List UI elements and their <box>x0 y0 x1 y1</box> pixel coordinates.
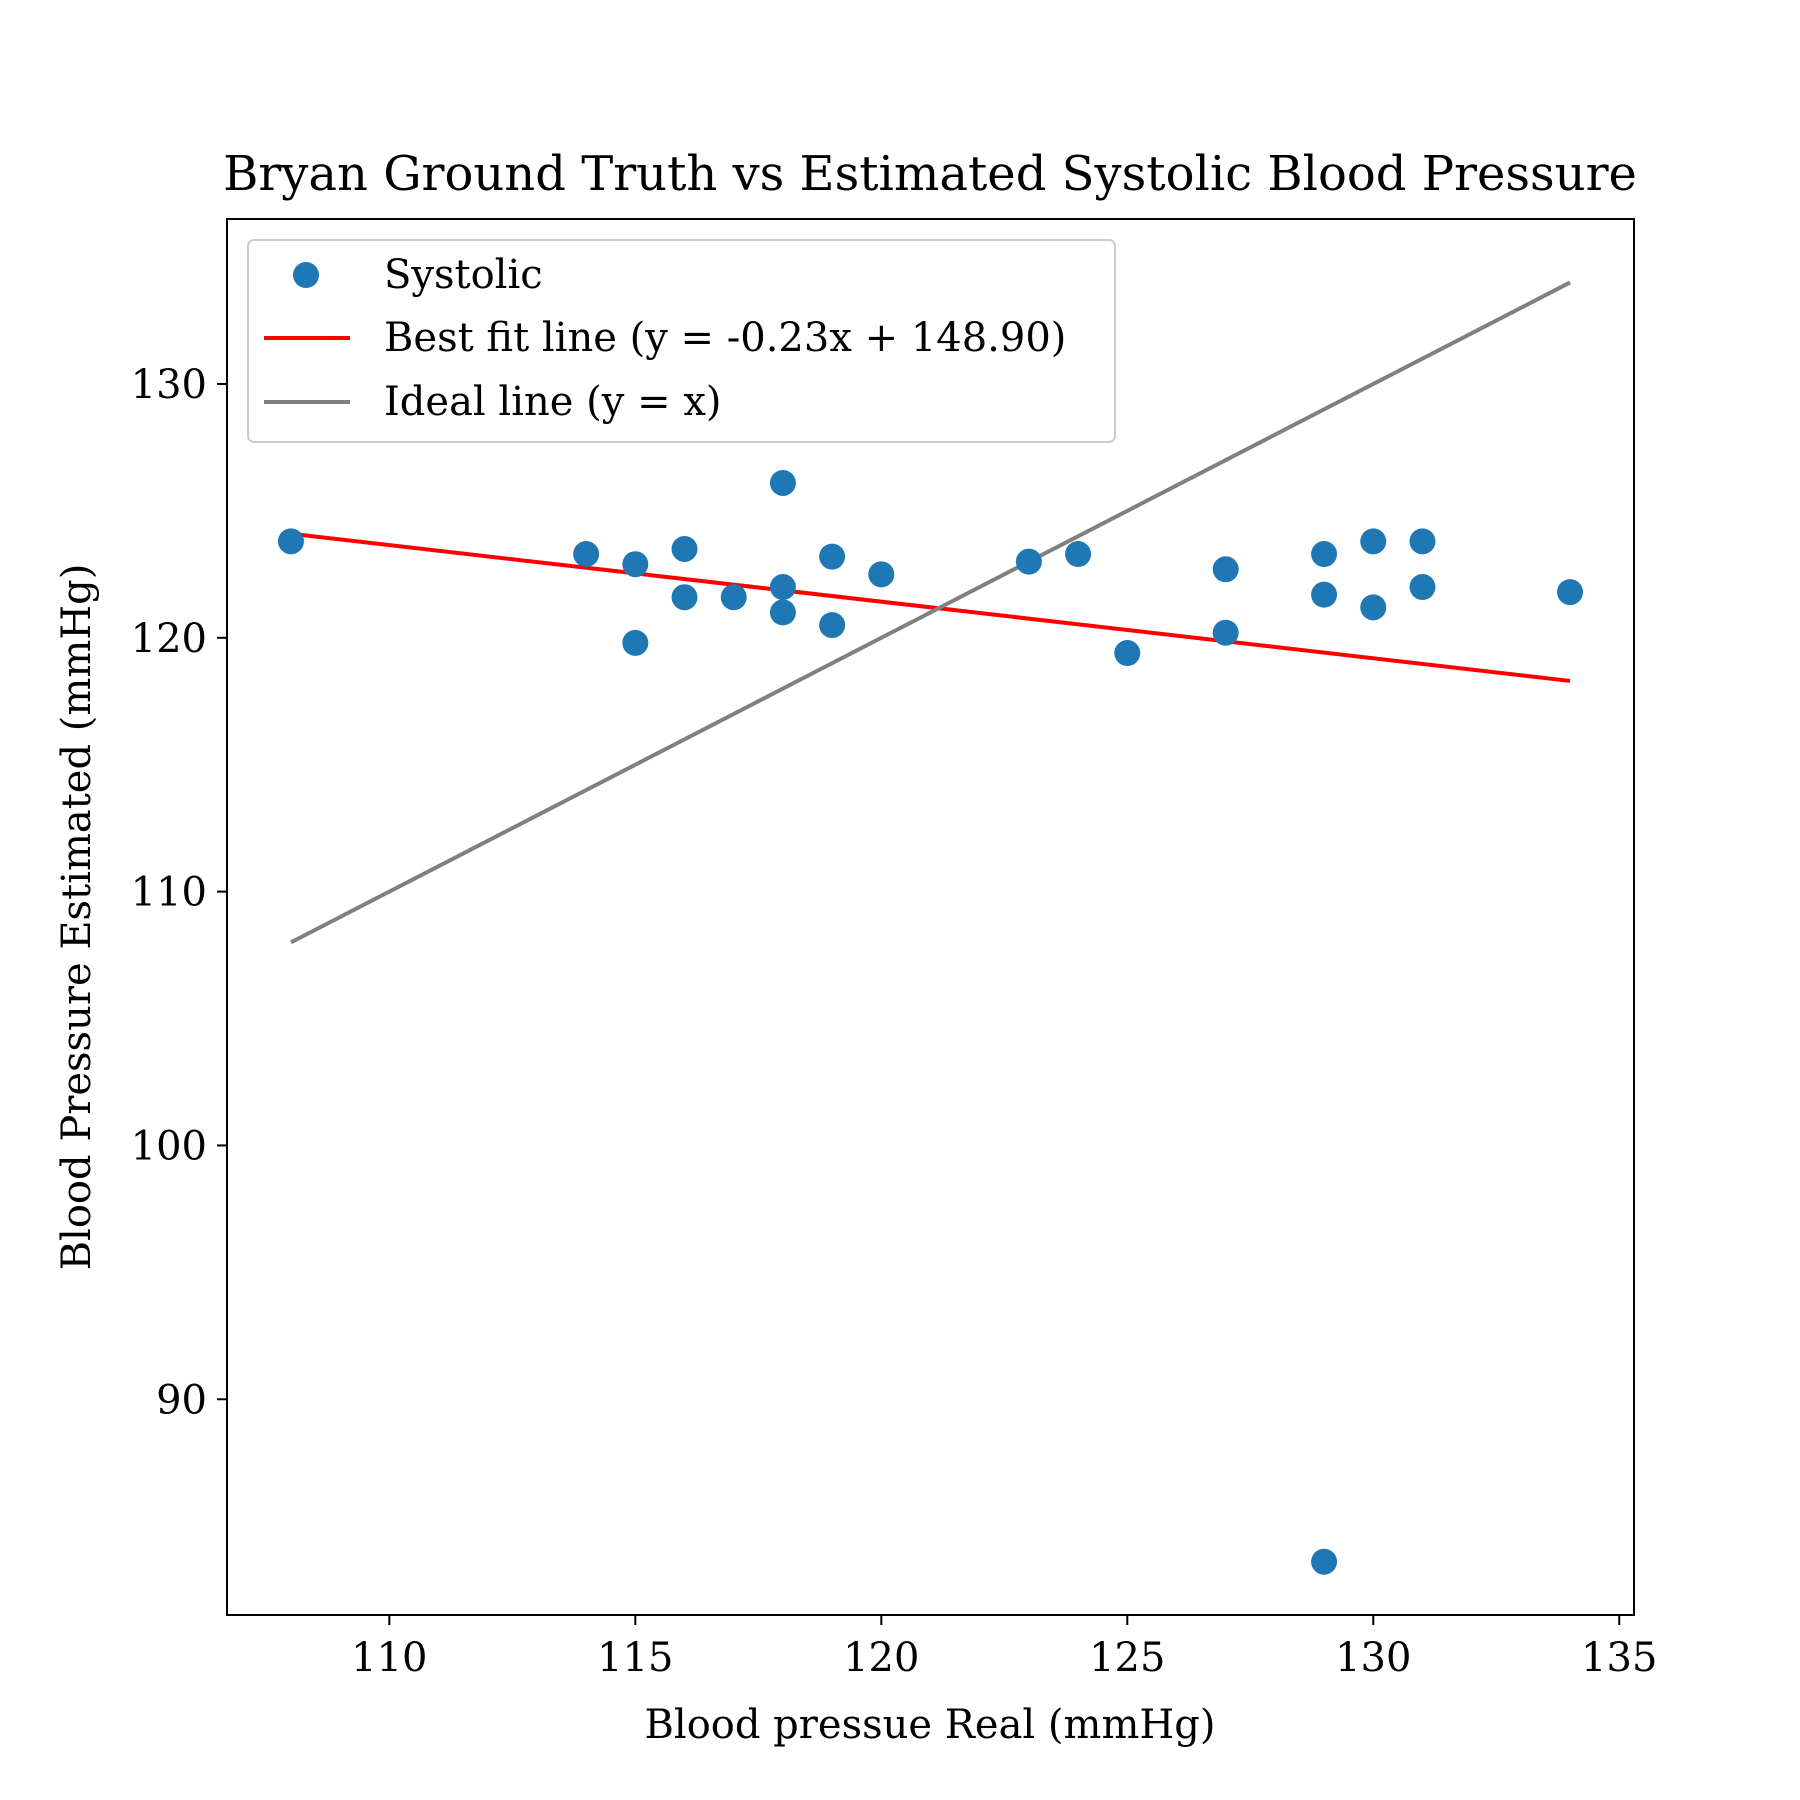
data-point <box>1311 581 1338 608</box>
x-tick-label: 110 <box>351 1635 427 1681</box>
legend: Systolic Best fit line (y = -0.23x + 148… <box>247 239 1116 443</box>
x-tick-label: 125 <box>1089 1635 1165 1681</box>
data-point <box>769 599 796 626</box>
data-point <box>769 469 796 496</box>
data-point <box>1557 579 1584 606</box>
chart-title: Bryan Ground Truth vs Estimated Systolic… <box>223 146 1637 202</box>
data-point <box>720 584 747 611</box>
y-axis-label: Blood Pressure Estimated (mmHg) <box>54 564 100 1271</box>
data-point <box>769 574 796 601</box>
data-point <box>819 543 846 570</box>
data-point <box>868 561 895 588</box>
x-tick-label: 115 <box>597 1635 673 1681</box>
lines-layer <box>290 280 1571 945</box>
x-axis-ticks: 110 115 120 125 130 135 <box>351 1615 1657 1681</box>
y-tick-label: 130 <box>131 362 207 408</box>
data-point <box>1409 574 1436 601</box>
data-point <box>622 551 649 578</box>
x-tick-label: 135 <box>1581 1635 1657 1681</box>
x-axis-label: Blood pressue Real (mmHg) <box>645 1702 1216 1748</box>
legend-label-systolic: Systolic <box>384 252 543 298</box>
data-point <box>1114 640 1141 667</box>
plot-area <box>277 280 1584 1575</box>
data-point <box>1360 528 1387 555</box>
data-point <box>671 535 698 562</box>
data-point <box>1212 556 1239 583</box>
data-point <box>671 584 698 611</box>
ideal-line <box>290 280 1571 945</box>
data-point <box>573 541 600 568</box>
data-point <box>277 528 304 555</box>
data-point <box>1311 541 1338 568</box>
y-tick-label: 110 <box>131 870 207 916</box>
points-layer <box>277 469 1584 1575</box>
data-point <box>1065 541 1092 568</box>
plot-frame <box>226 218 1635 1616</box>
legend-label-best-fit: Best fit line (y = -0.23x + 148.90) <box>384 315 1066 361</box>
data-point <box>819 612 846 639</box>
data-point <box>1360 594 1387 621</box>
x-tick-label: 120 <box>843 1635 919 1681</box>
x-tick-label: 130 <box>1335 1635 1411 1681</box>
data-point <box>1015 548 1042 575</box>
legend-box <box>247 239 1116 443</box>
data-point <box>1409 528 1436 555</box>
y-tick-label: 100 <box>131 1123 207 1169</box>
y-axis-ticks: 90 100 110 120 130 <box>131 362 227 1423</box>
data-point <box>622 629 649 656</box>
y-tick-label: 90 <box>156 1377 207 1423</box>
legend-marker-systolic <box>293 262 319 288</box>
best-fit-line <box>290 531 1571 683</box>
legend-label-ideal: Ideal line (y = x) <box>384 379 721 425</box>
y-tick-label: 120 <box>131 616 207 662</box>
data-point <box>1212 619 1239 646</box>
data-point <box>1311 1548 1338 1575</box>
